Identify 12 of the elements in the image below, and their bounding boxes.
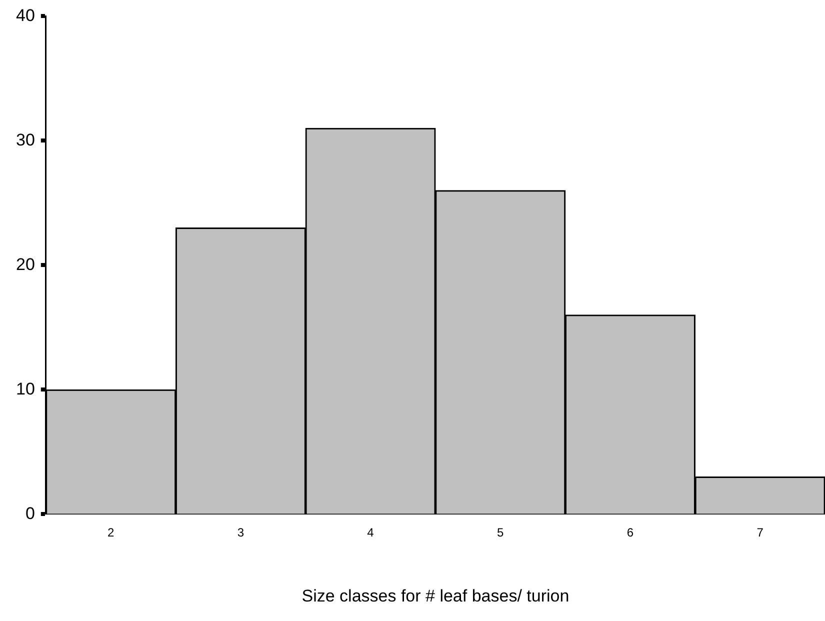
- y-tick-label: 0: [25, 504, 35, 523]
- x-tick-label: 2: [107, 526, 114, 540]
- x-tick-label: 7: [756, 526, 764, 540]
- x-tick-label: 6: [626, 526, 634, 540]
- y-tick-label: 10: [16, 379, 35, 398]
- y-tick-label: 30: [16, 130, 35, 150]
- x-tick-label: 5: [497, 526, 504, 540]
- x-tick-label: 3: [237, 526, 244, 540]
- x-tick-label: 4: [367, 526, 374, 540]
- y-tick-label: 20: [16, 254, 35, 274]
- x-axis-title: Size classes for # leaf bases/ turion: [302, 586, 570, 606]
- y-tick-label: 40: [16, 6, 35, 25]
